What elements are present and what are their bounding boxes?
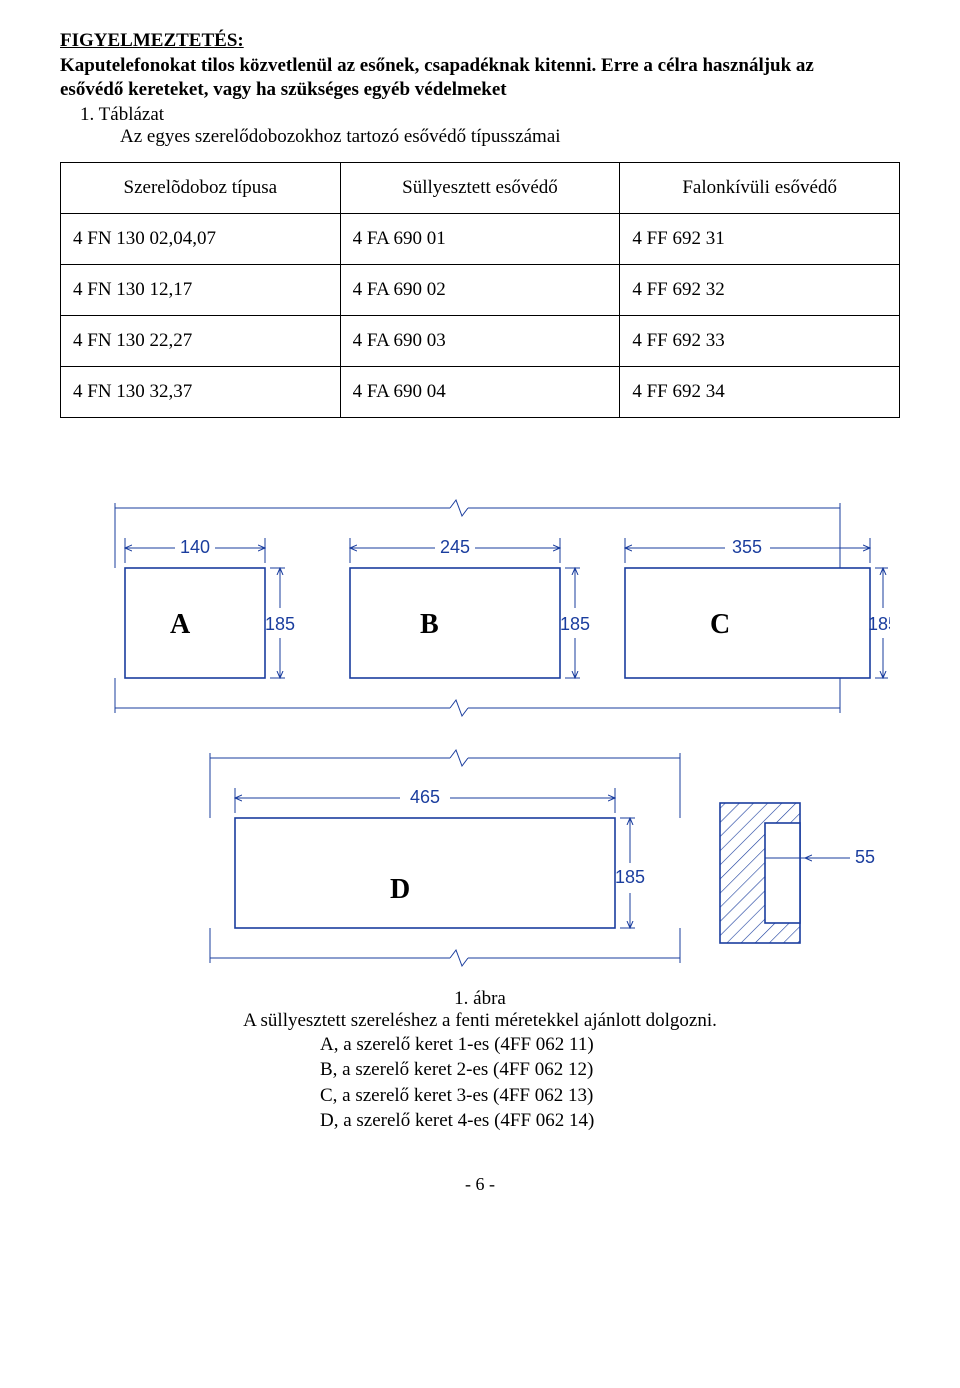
figure-caption: 1. ábra A süllyesztett szereléshez a fen… xyxy=(60,988,900,1032)
table-cell: 4 FN 130 12,17 xyxy=(61,264,341,315)
table-cell: 4 FN 130 22,27 xyxy=(61,315,341,366)
caption-sub2: B, a szerelő keret 2-es (4FF 062 12) xyxy=(320,1057,900,1083)
dim-245: 245 xyxy=(440,537,470,557)
caption-sub3: C, a szerelő keret 3-es (4FF 062 13) xyxy=(320,1083,900,1109)
warning-line1: Kaputelefonokat tilos közvetlenül az eső… xyxy=(60,55,814,76)
caption-line1: 1. ábra xyxy=(60,988,900,1010)
dim-140: 140 xyxy=(180,537,210,557)
dim-465: 465 xyxy=(410,787,440,807)
warning-body: Kaputelefonokat tilos közvetlenül az eső… xyxy=(60,54,900,102)
table-row: 4 FN 130 22,27 4 FA 690 03 4 FF 692 33 xyxy=(61,315,900,366)
table-cell: 4 FA 690 02 xyxy=(340,264,620,315)
table-cell: 4 FF 692 32 xyxy=(620,264,900,315)
caption-sub1: A, a szerelő keret 1-es (4FF 062 11) xyxy=(320,1032,900,1058)
type-table: Szerelõdoboz típusa Süllyesztett esővédő… xyxy=(60,162,900,418)
table-header-row: Szerelõdoboz típusa Süllyesztett esővédő… xyxy=(61,162,900,213)
warning-line2: esővédő kereteket, vagy ha szükséges egy… xyxy=(60,79,507,100)
dim-185-C: 185 xyxy=(868,614,890,634)
table-heading-line2: Az egyes szerelődobozokhoz tartozó esővé… xyxy=(60,126,900,148)
dim-185-B: 185 xyxy=(560,614,590,634)
table-cell: 4 FF 692 33 xyxy=(620,315,900,366)
caption-sub4: D, a szerelő keret 4-es (4FF 062 14) xyxy=(320,1108,900,1134)
table-heading-line1: 1. Táblázat xyxy=(60,104,900,126)
table-cell: 4 FN 130 02,04,07 xyxy=(61,213,341,264)
dim-185-D: 185 xyxy=(615,867,645,887)
table-cell: 4 FN 130 32,37 xyxy=(61,366,341,417)
table-row: 4 FN 130 32,37 4 FA 690 04 4 FF 692 34 xyxy=(61,366,900,417)
table-row: 4 FN 130 02,04,07 4 FA 690 01 4 FF 692 3… xyxy=(61,213,900,264)
label-D: D xyxy=(390,874,410,905)
table-cell: 4 FF 692 31 xyxy=(620,213,900,264)
table-cell: 4 FF 692 34 xyxy=(620,366,900,417)
label-B: B xyxy=(420,609,439,640)
page-number: - 6 - xyxy=(60,1174,900,1195)
caption-sublist: A, a szerelő keret 1-es (4FF 062 11) B, … xyxy=(320,1032,900,1135)
table-header-2: Süllyesztett esővédő xyxy=(340,162,620,213)
table-header-3: Falonkívüli esővédő xyxy=(620,162,900,213)
table-heading: 1. Táblázat Az egyes szerelődobozokhoz t… xyxy=(60,104,900,148)
dim-185-A: 185 xyxy=(265,614,295,634)
label-C: C xyxy=(710,609,730,640)
table-cell: 4 FA 690 03 xyxy=(340,315,620,366)
technical-diagram: 140 245 355 A B C xyxy=(60,468,900,968)
caption-line2: A süllyesztett szereléshez a fenti méret… xyxy=(60,1010,900,1032)
dim-55: 55 xyxy=(855,847,875,867)
table-header-1: Szerelõdoboz típusa xyxy=(61,162,341,213)
warning-title: FIGYELMEZTETÉS: xyxy=(60,30,900,52)
table-cell: 4 FA 690 04 xyxy=(340,366,620,417)
table-row: 4 FN 130 12,17 4 FA 690 02 4 FF 692 32 xyxy=(61,264,900,315)
label-A: A xyxy=(170,609,191,640)
table-cell: 4 FA 690 01 xyxy=(340,213,620,264)
dim-355: 355 xyxy=(732,537,762,557)
